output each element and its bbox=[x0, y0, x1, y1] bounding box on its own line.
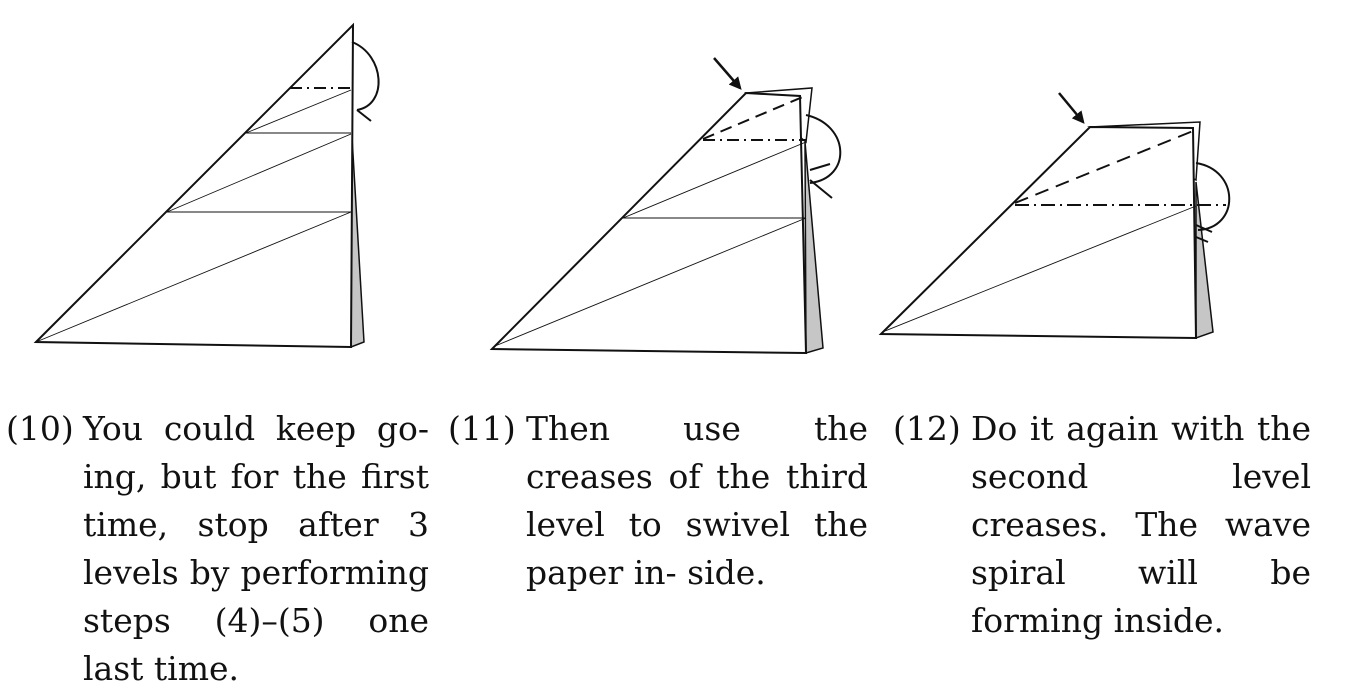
paper-front bbox=[33, 22, 355, 349]
crease-level bbox=[35, 211, 352, 343]
figure-step-10 bbox=[33, 22, 380, 349]
step-number: (12) bbox=[893, 409, 961, 448]
crease-level bbox=[622, 141, 807, 219]
step-text: You could keep go- ing, but for the firs… bbox=[83, 409, 429, 688]
figure-step-11 bbox=[489, 57, 842, 355]
fold-diagrams bbox=[33, 22, 1231, 355]
valley-fold-line bbox=[1014, 130, 1194, 204]
swivel-arrow bbox=[805, 114, 842, 199]
paper-front bbox=[489, 91, 808, 355]
back-flap bbox=[1195, 181, 1214, 340]
step-number: (11) bbox=[448, 409, 516, 448]
back-flap bbox=[804, 141, 824, 355]
push-arrow bbox=[713, 57, 742, 90]
push-arrow bbox=[1058, 92, 1085, 124]
crease-level bbox=[884, 205, 1197, 332]
swivel-arrow bbox=[1195, 162, 1231, 243]
crease-level bbox=[166, 133, 352, 213]
step-number: (10) bbox=[6, 409, 74, 448]
figure-step-12 bbox=[878, 92, 1231, 340]
step-text: Do it again with the second level crease… bbox=[971, 409, 1311, 640]
swivel-arrow bbox=[351, 41, 380, 122]
paper-front bbox=[878, 125, 1198, 340]
crease-level bbox=[245, 89, 352, 134]
crease-level bbox=[494, 217, 807, 347]
step-text: Then use the creases of the third level … bbox=[526, 409, 868, 592]
